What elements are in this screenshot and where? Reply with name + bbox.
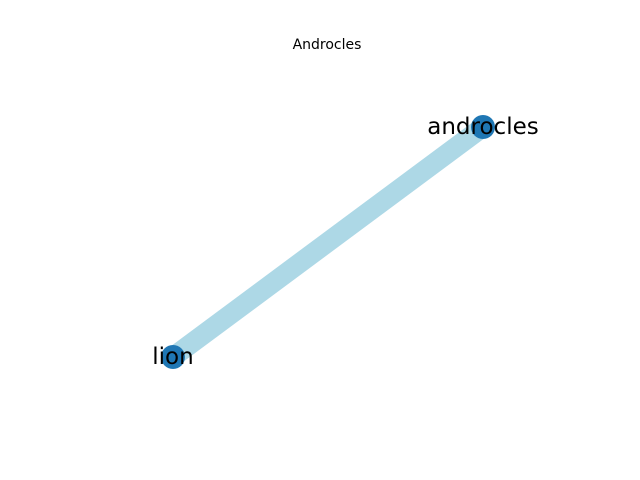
node-label-lion: lion — [152, 344, 193, 370]
graph-title: Androcles — [293, 37, 362, 53]
edge-androcles-lion — [167, 118, 489, 366]
edges-layer — [167, 118, 489, 366]
node-androcles — [471, 115, 495, 139]
node-label-androcles: androcles — [427, 114, 538, 140]
labels-layer: androcles lion — [152, 114, 538, 370]
node-lion — [161, 345, 185, 369]
nodes-layer — [161, 115, 495, 369]
